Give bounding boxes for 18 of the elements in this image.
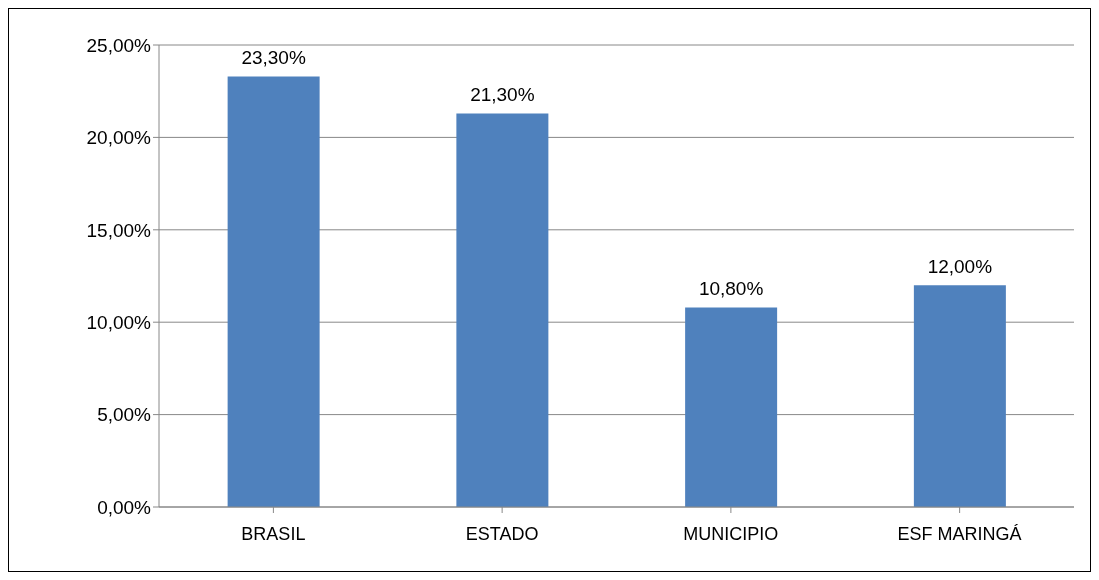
x-tick-label: BRASIL xyxy=(241,523,306,544)
x-tick-label: ESTADO xyxy=(465,523,539,544)
y-tick-label: 20,00% xyxy=(86,127,152,149)
x-tick-label: ESF MARINGÁ xyxy=(897,523,1022,544)
data-label: 10,80% xyxy=(698,278,764,300)
bar xyxy=(227,76,320,507)
bar xyxy=(685,307,778,507)
data-label: 21,30% xyxy=(470,84,535,106)
y-tick-label: 5,00% xyxy=(97,404,152,426)
data-label: 23,30% xyxy=(241,47,306,69)
bar xyxy=(456,113,549,507)
y-tick-label: 10,00% xyxy=(86,311,152,333)
y-tick-label: 25,00% xyxy=(86,34,152,56)
y-tick-label: 15,00% xyxy=(86,219,152,241)
data-label: 12,00% xyxy=(927,256,993,278)
x-tick-label: MUNICIPIO xyxy=(683,523,779,544)
bar xyxy=(913,285,1006,507)
y-tick-label: 0,00% xyxy=(97,496,152,518)
